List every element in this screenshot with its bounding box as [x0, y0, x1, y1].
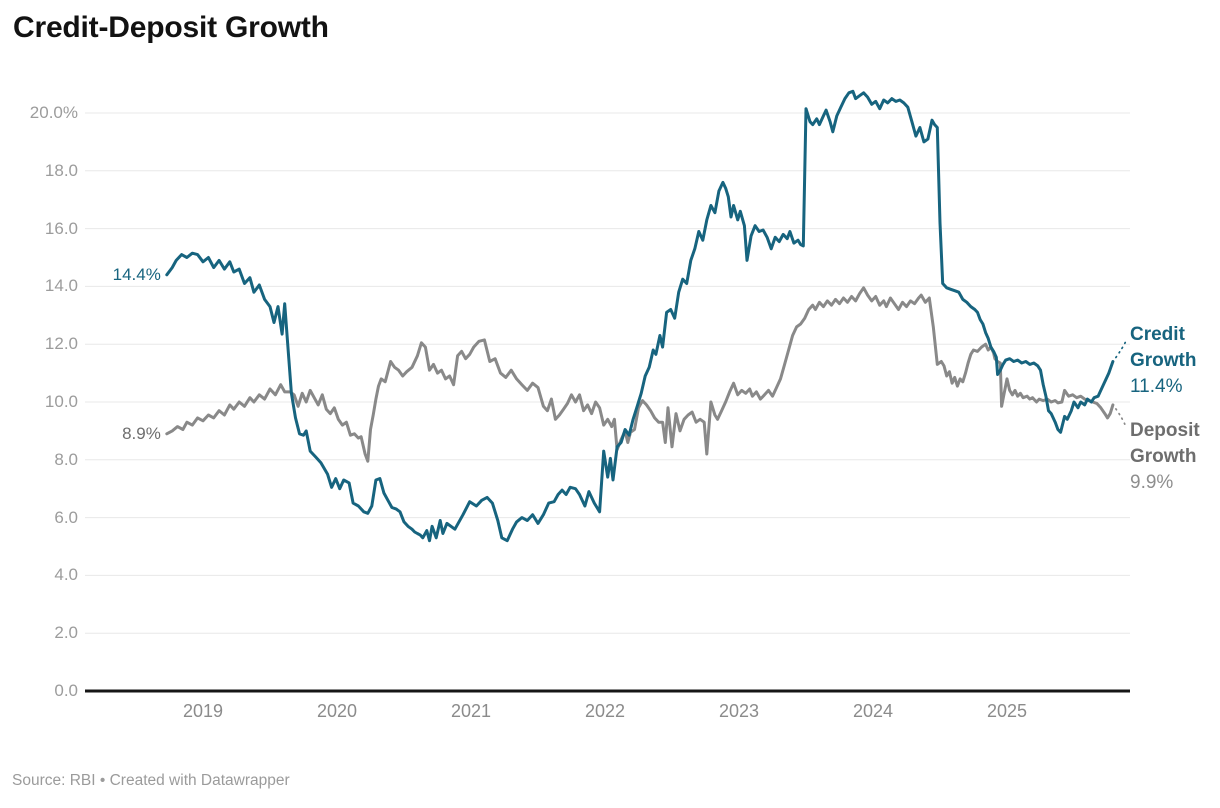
y-axis-tick-label: 20.0%	[29, 103, 78, 122]
x-axis-year-label: 2019	[182, 701, 224, 721]
credit-start-value-label: 14.4%	[112, 264, 161, 284]
y-axis-tick-label: 14.0	[44, 276, 78, 296]
y-axis-tick-label: 4.0	[54, 565, 78, 585]
chart-area: 0.0 2.0 4.0 6.0 8.0 10.0 12.0 14.0 16.0 18.0 20.0%…	[29, 89, 1218, 721]
x-axis-year-label: 2024	[852, 701, 894, 721]
credit-label-connector	[1115, 340, 1127, 359]
y-axis-tick-label: 8.0	[54, 449, 78, 469]
x-axis-year-label: 2025	[986, 701, 1028, 721]
x-axis-year-label: 2023	[718, 701, 760, 721]
x-axis-year-label: 2021	[450, 701, 492, 721]
x-axis-year-label: 2022	[584, 701, 626, 721]
credit-label-line1: Credit	[1130, 324, 1185, 345]
deposit-label-line2: Growth	[1130, 446, 1197, 467]
page-title: Credit-Deposit Growth	[13, 11, 329, 44]
x-axis-year-label: 2020	[316, 701, 358, 721]
deposit-start-value-label: 8.9%	[122, 423, 161, 443]
y-axis-tick-label: 6.0	[54, 507, 78, 527]
deposit-label-connector	[1115, 408, 1127, 428]
credit-end-label: Credit Growth 11.4%	[1130, 322, 1218, 400]
source-attribution: Source: RBI • Created with Datawrapper	[12, 772, 290, 789]
deposit-end-label: Deposit Growth 9.9%	[1130, 418, 1218, 496]
credit-line	[165, 89, 1115, 543]
deposit-end-value: 9.9%	[1130, 472, 1174, 493]
deposit-line	[165, 286, 1115, 463]
y-axis-tick-label: 16.0	[44, 218, 78, 238]
y-axis-tick-label: 0.0	[54, 681, 78, 700]
y-axis-tick-label: 18.0	[44, 160, 78, 180]
y-axis-tick-label: 12.0	[44, 334, 78, 354]
y-axis-tick-label: 2.0	[54, 623, 78, 643]
credit-end-value: 11.4%	[1130, 376, 1183, 397]
credit-label-line2: Growth	[1130, 350, 1197, 371]
y-axis-tick-label: 10.0	[44, 392, 78, 411]
deposit-label-line1: Deposit	[1130, 420, 1200, 441]
chart-canvas	[85, 89, 1130, 693]
